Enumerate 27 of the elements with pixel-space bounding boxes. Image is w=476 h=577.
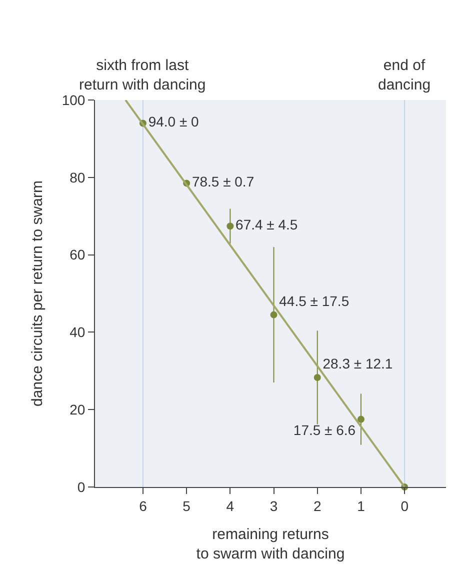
x-tick-label: 0: [400, 498, 409, 514]
point: [357, 416, 364, 423]
y-tick-label: 100: [62, 92, 86, 108]
point: [314, 374, 321, 381]
y-tick-label: 0: [77, 478, 86, 495]
x-tick-label: 1: [357, 498, 366, 514]
x-tick-label: 3: [270, 498, 278, 514]
ref-line-label: end of dancing: [378, 57, 431, 94]
data-label: 78.5 ± 0.7: [192, 174, 254, 190]
data-label: 67.4 ± 4.5: [236, 216, 298, 233]
x-tick-label: 4: [226, 498, 234, 514]
y-tick-label: 80: [70, 169, 86, 186]
data-label: 17.5 ± 6.6: [293, 422, 356, 438]
y-tick-label: 20: [70, 402, 86, 418]
y-tick-label: 40: [70, 324, 86, 340]
ref-line-label: sixth from last return with dancing: [79, 57, 206, 94]
data-label: 44.5 ± 17.5: [279, 292, 350, 309]
x-tick-label: 2: [313, 498, 322, 514]
point: [270, 311, 278, 318]
point: [226, 222, 234, 230]
y-axis-title: dance circuits per return to swarm: [29, 180, 46, 406]
data-label: 94.0 ± 0: [148, 114, 200, 130]
data-label: 28.3 ± 12.1: [322, 356, 393, 372]
x-axis-title: remaining returns to swarm with dancing: [196, 526, 345, 562]
y-tick-label: 60: [70, 246, 86, 263]
x-tick-label: 5: [182, 498, 191, 514]
x-tick-label: 6: [139, 498, 148, 514]
